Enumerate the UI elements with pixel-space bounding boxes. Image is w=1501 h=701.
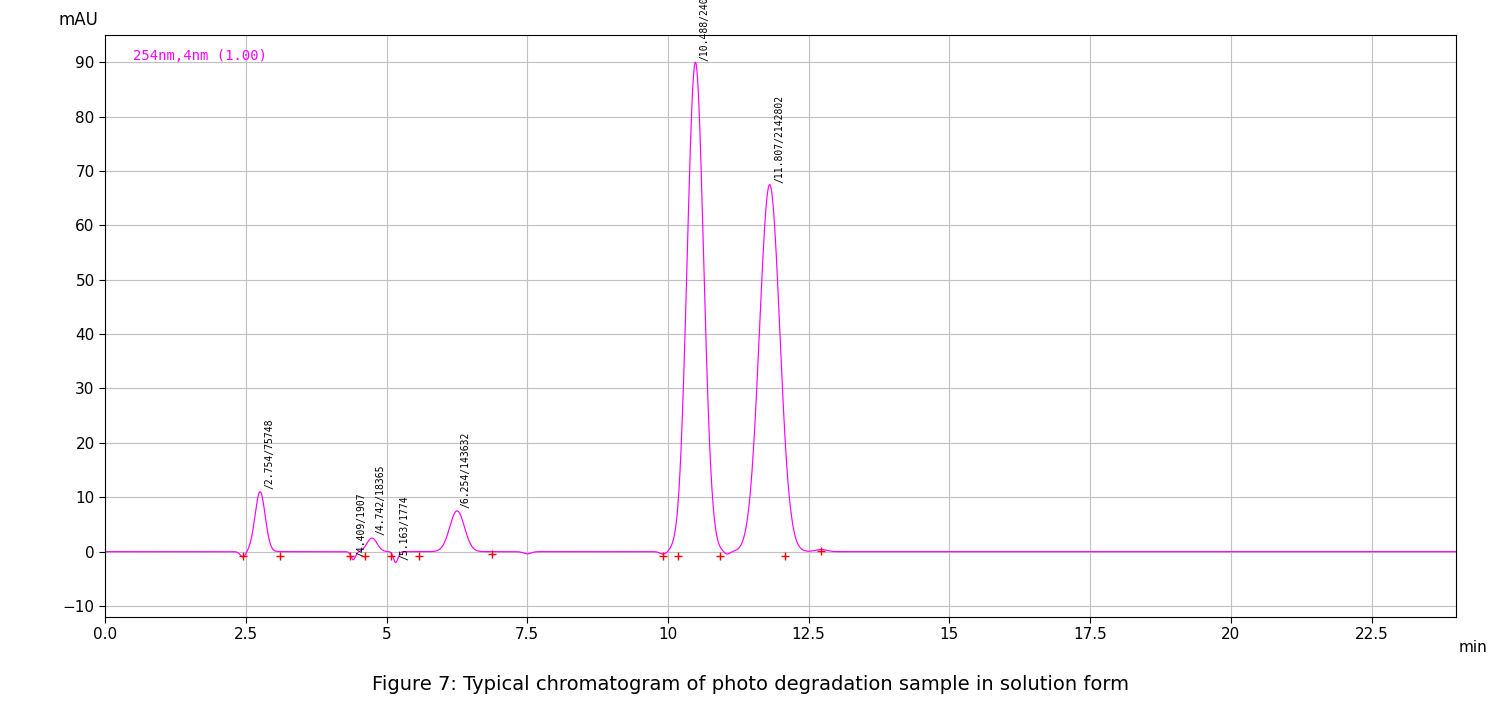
Text: /6.254/143632: /6.254/143632	[461, 432, 470, 508]
Text: min: min	[1459, 640, 1487, 655]
Text: /4.742/18365: /4.742/18365	[375, 465, 386, 536]
Text: mAU: mAU	[59, 11, 99, 29]
Text: Figure 7: Typical chromatogram of photo degradation sample in solution form: Figure 7: Typical chromatogram of photo …	[372, 675, 1129, 694]
Text: /2.754/75748: /2.754/75748	[264, 418, 275, 489]
Text: /5.163/1774: /5.163/1774	[399, 495, 410, 560]
Text: 254nm,4nm (1.00): 254nm,4nm (1.00)	[134, 48, 267, 62]
Text: /11.807/2142802: /11.807/2142802	[775, 95, 784, 183]
Text: /4.409/1907: /4.409/1907	[357, 492, 366, 557]
Text: /10.488/2408386: /10.488/2408386	[699, 0, 710, 60]
